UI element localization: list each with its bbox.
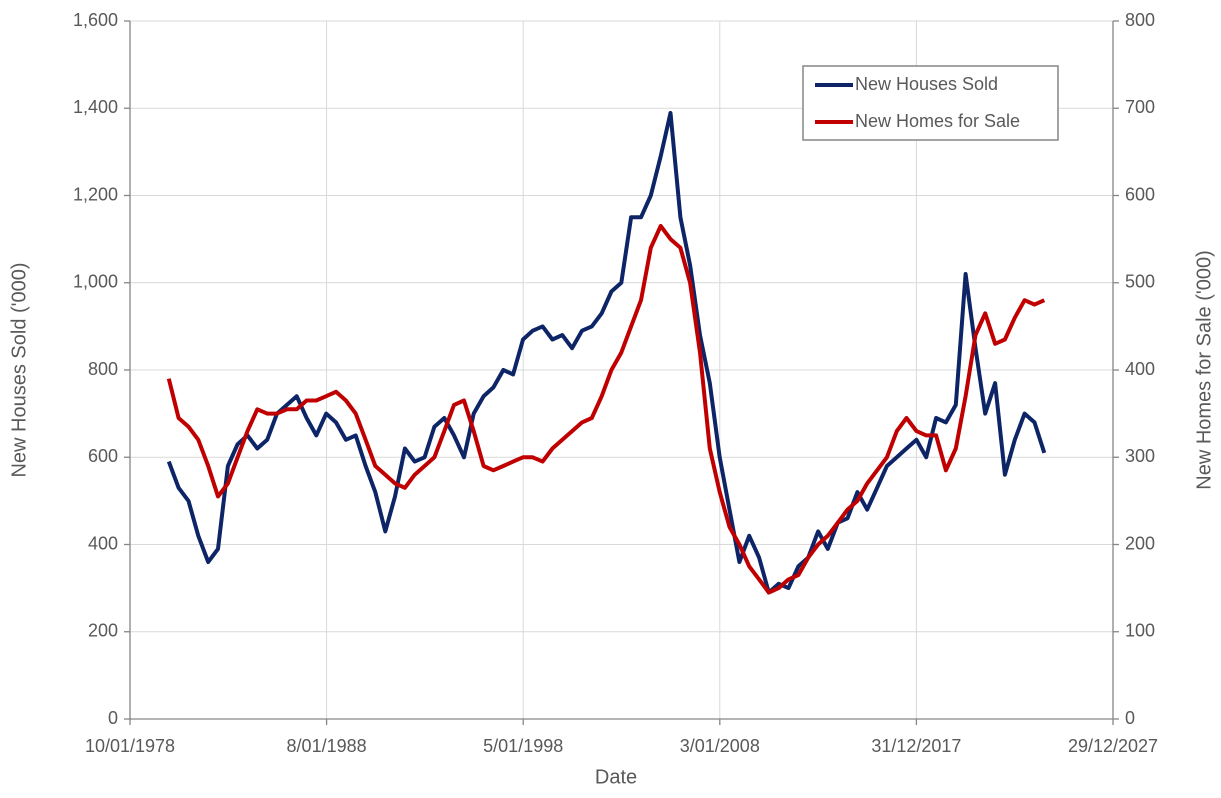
- y-tick-label: 1,600: [73, 10, 118, 30]
- y2-tick-label: 300: [1125, 446, 1155, 466]
- x-tick-label: 10/01/1978: [85, 736, 175, 756]
- series-line: [166, 224, 1046, 595]
- legend-box: [802, 65, 1059, 141]
- x-tick-label: 5/01/1998: [483, 736, 563, 756]
- y2-tick-label: 600: [1125, 184, 1155, 204]
- x-axis-title: Date: [595, 766, 637, 788]
- y2-tick-label: 500: [1125, 272, 1155, 292]
- legend-label: New Homes for Sale: [855, 111, 1020, 131]
- y-tick-label: 1,200: [73, 184, 118, 204]
- y-tick-label: 1,400: [73, 97, 118, 117]
- x-tick-label: 31/12/2017: [871, 736, 961, 756]
- y-tick-label: 1,000: [73, 272, 118, 292]
- series-line: [166, 111, 1047, 595]
- y2-tick-label: 400: [1125, 359, 1155, 379]
- y2-axis-title: New Homes for Sale ('000): [1193, 250, 1215, 489]
- y2-tick-label: 200: [1125, 533, 1155, 553]
- y-tick-label: 400: [88, 533, 118, 553]
- y-tick-label: 800: [88, 359, 118, 379]
- y2-tick-label: 0: [1125, 708, 1135, 728]
- y-axis-title: New Houses Sold ('000): [8, 262, 30, 477]
- y-tick-label: 0: [108, 708, 118, 728]
- legend-label: New Houses Sold: [855, 74, 998, 94]
- y2-tick-label: 100: [1125, 621, 1155, 641]
- y2-tick-label: 800: [1125, 10, 1155, 30]
- x-tick-label: 8/01/1988: [287, 736, 367, 756]
- y2-tick-label: 700: [1125, 97, 1155, 117]
- y-tick-label: 200: [88, 621, 118, 641]
- y-tick-label: 600: [88, 446, 118, 466]
- x-tick-label: 3/01/2008: [680, 736, 760, 756]
- x-tick-label: 29/12/2027: [1068, 736, 1158, 756]
